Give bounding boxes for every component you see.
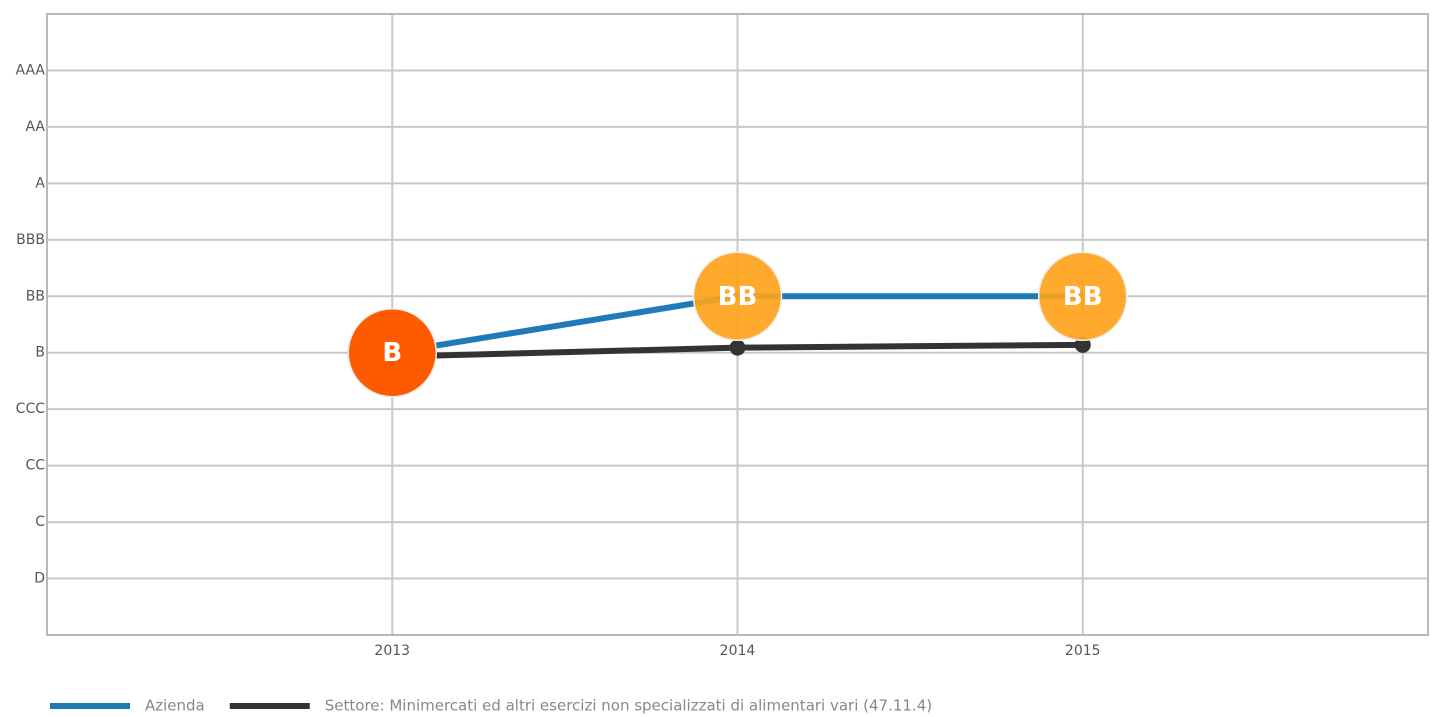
rating-label: B [382,338,402,368]
y-tick-label: CC [25,458,45,474]
rating-bubble [1038,251,1128,342]
rating-bubble [692,251,783,342]
legend-label: Azienda [145,697,205,715]
rating-label: BB [1063,282,1103,312]
rating-label: BB [718,282,758,312]
plot-frame [46,13,1429,636]
legend-label: Settore: Minimercati ed altri esercizi n… [325,697,932,715]
y-tick-label: AAA [15,62,45,78]
y-tick-label: BBB [16,232,45,248]
y-tick-label: AA [25,119,45,135]
point [729,339,746,356]
y-tick-label: A [35,175,45,191]
y-tick-label: B [35,345,45,361]
y-tick-label: C [35,514,45,530]
y-tick-label: CCC [16,401,46,417]
rating-bubble [347,307,437,398]
x-tick-label: 2015 [1065,643,1101,659]
x-tick-label: 2013 [374,643,410,659]
y-tick-label: D [34,571,45,587]
y-tick-label: BB [26,288,45,304]
x-tick-label: 2014 [720,643,756,659]
